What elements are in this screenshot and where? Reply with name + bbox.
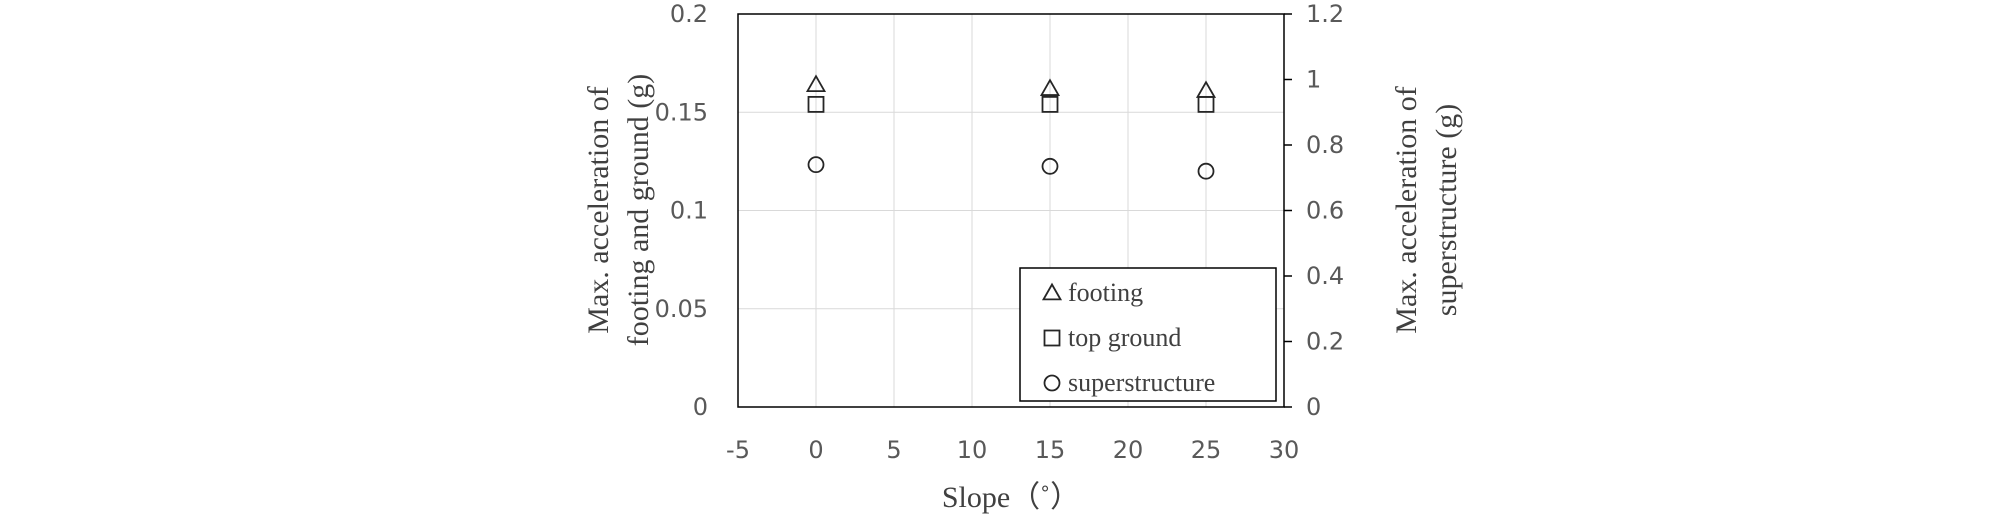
right-y-axis-title-line: superstructure (g)	[1430, 104, 1463, 316]
data-point-superstructure	[1041, 157, 1059, 175]
x-tick-label: -5	[726, 436, 750, 464]
right-y-tick-label: 1	[1306, 66, 1321, 94]
legend-marker-superstructure	[1043, 374, 1061, 392]
left-y-axis-title: Max. acceleration of footing and ground (…	[582, 74, 655, 346]
left-y-tick-label: 0.15	[655, 98, 708, 126]
legend-label: top ground	[1068, 323, 1181, 352]
left-y-axis-ticks: 0 0.05 0.1 0.15 0.2	[655, 0, 708, 421]
x-tick-label: 15	[1035, 436, 1066, 464]
x-axis-ticks: -5 0 5 10 15 20 25 30	[726, 436, 1299, 464]
axis-labels: Slope（˚）Max. acceleration of footing and …	[582, 74, 1463, 514]
x-tick-label: 30	[1269, 436, 1300, 464]
legend-label: superstructure	[1068, 368, 1215, 397]
data-markers	[805, 74, 1217, 180]
right-y-tick-label: 0.8	[1306, 131, 1344, 159]
left-y-tick-label: 0.05	[655, 295, 708, 323]
right-y-axis-ticks: 0 0.2 0.4 0.6 0.8 1 1.2	[1284, 0, 1344, 421]
right-y-tick-label: 0.2	[1306, 328, 1344, 356]
legend-label: footing	[1068, 278, 1143, 307]
data-point-top-ground	[807, 95, 825, 113]
right-y-tick-label: 1.2	[1306, 0, 1344, 28]
right-y-tick-label: 0.6	[1306, 197, 1344, 225]
data-point-top-ground	[1197, 95, 1215, 113]
left-y-tick-label: 0.2	[670, 0, 708, 28]
right-y-axis-title-line: Max. acceleration of	[1390, 86, 1423, 333]
left-y-axis-title-line: footing and ground (g)	[622, 74, 655, 346]
legend-marker-footing	[1041, 282, 1063, 301]
legend-marker-top-ground	[1043, 329, 1061, 347]
left-y-tick-label: 0.1	[670, 197, 708, 225]
x-tick-label: 10	[957, 436, 988, 464]
right-y-tick-label: 0	[1306, 393, 1321, 421]
x-axis-title: Slope（˚）	[942, 481, 1080, 514]
x-tick-label: 5	[886, 436, 901, 464]
left-y-tick-label: 0	[693, 393, 708, 421]
right-y-tick-label: 0.4	[1306, 262, 1344, 290]
x-tick-label: 0	[808, 436, 823, 464]
data-point-superstructure	[1197, 162, 1215, 180]
data-point-superstructure	[807, 156, 825, 174]
legend: footing top ground superstructure	[1019, 267, 1277, 402]
data-point-top-ground	[1041, 95, 1059, 113]
x-tick-label: 25	[1191, 436, 1222, 464]
x-tick-label: 20	[1113, 436, 1144, 464]
legend-box	[1019, 267, 1277, 402]
right-y-axis-title: Max. acceleration of superstructure (g)	[1390, 86, 1463, 333]
data-point-footing	[1039, 78, 1061, 96]
left-y-axis-title-line: Max. acceleration of	[582, 86, 615, 333]
data-point-footing	[805, 74, 827, 93]
